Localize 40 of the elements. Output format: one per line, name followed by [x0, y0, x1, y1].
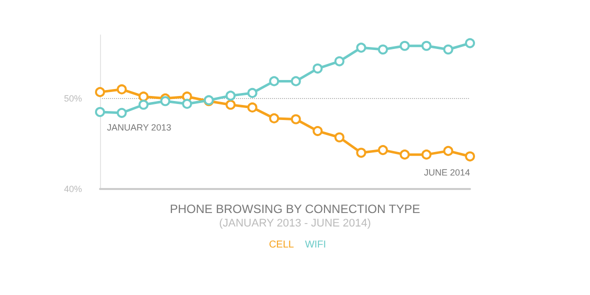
point — [334, 132, 344, 142]
point — [269, 113, 280, 124]
text: CELL — [268, 240, 294, 250]
point — [116, 108, 127, 118]
point — [465, 38, 475, 48]
y-tick-label: 40% — [64, 184, 82, 194]
point — [356, 42, 366, 53]
text: PHONE BROWSING BY CONNECTION TYPE — [170, 202, 420, 216]
point — [138, 100, 149, 110]
point — [269, 76, 280, 86]
point — [312, 64, 323, 74]
point — [356, 148, 366, 158]
point — [160, 96, 170, 106]
text: (JANUARY 2013 - JUNE 2014) — [219, 218, 371, 230]
point — [226, 100, 236, 110]
point — [443, 44, 454, 54]
point — [378, 44, 388, 54]
point — [290, 76, 301, 86]
point — [400, 40, 410, 51]
point — [247, 102, 258, 112]
point — [312, 126, 323, 136]
point — [421, 150, 432, 160]
point — [421, 40, 432, 51]
point — [95, 107, 105, 117]
point — [465, 151, 475, 162]
point — [334, 56, 344, 66]
point — [138, 92, 149, 102]
point — [116, 84, 127, 94]
point — [182, 98, 192, 109]
point — [247, 88, 258, 98]
annotation: JANUARY 2013 — [107, 122, 172, 132]
point — [443, 146, 454, 156]
point — [400, 150, 410, 160]
y-tick-label: 50% — [64, 93, 82, 104]
point — [95, 87, 105, 98]
point — [378, 145, 388, 156]
point — [290, 114, 301, 124]
annotation: JUNE 2014 — [424, 168, 470, 178]
point — [226, 90, 236, 101]
text: WIFI — [304, 240, 326, 250]
